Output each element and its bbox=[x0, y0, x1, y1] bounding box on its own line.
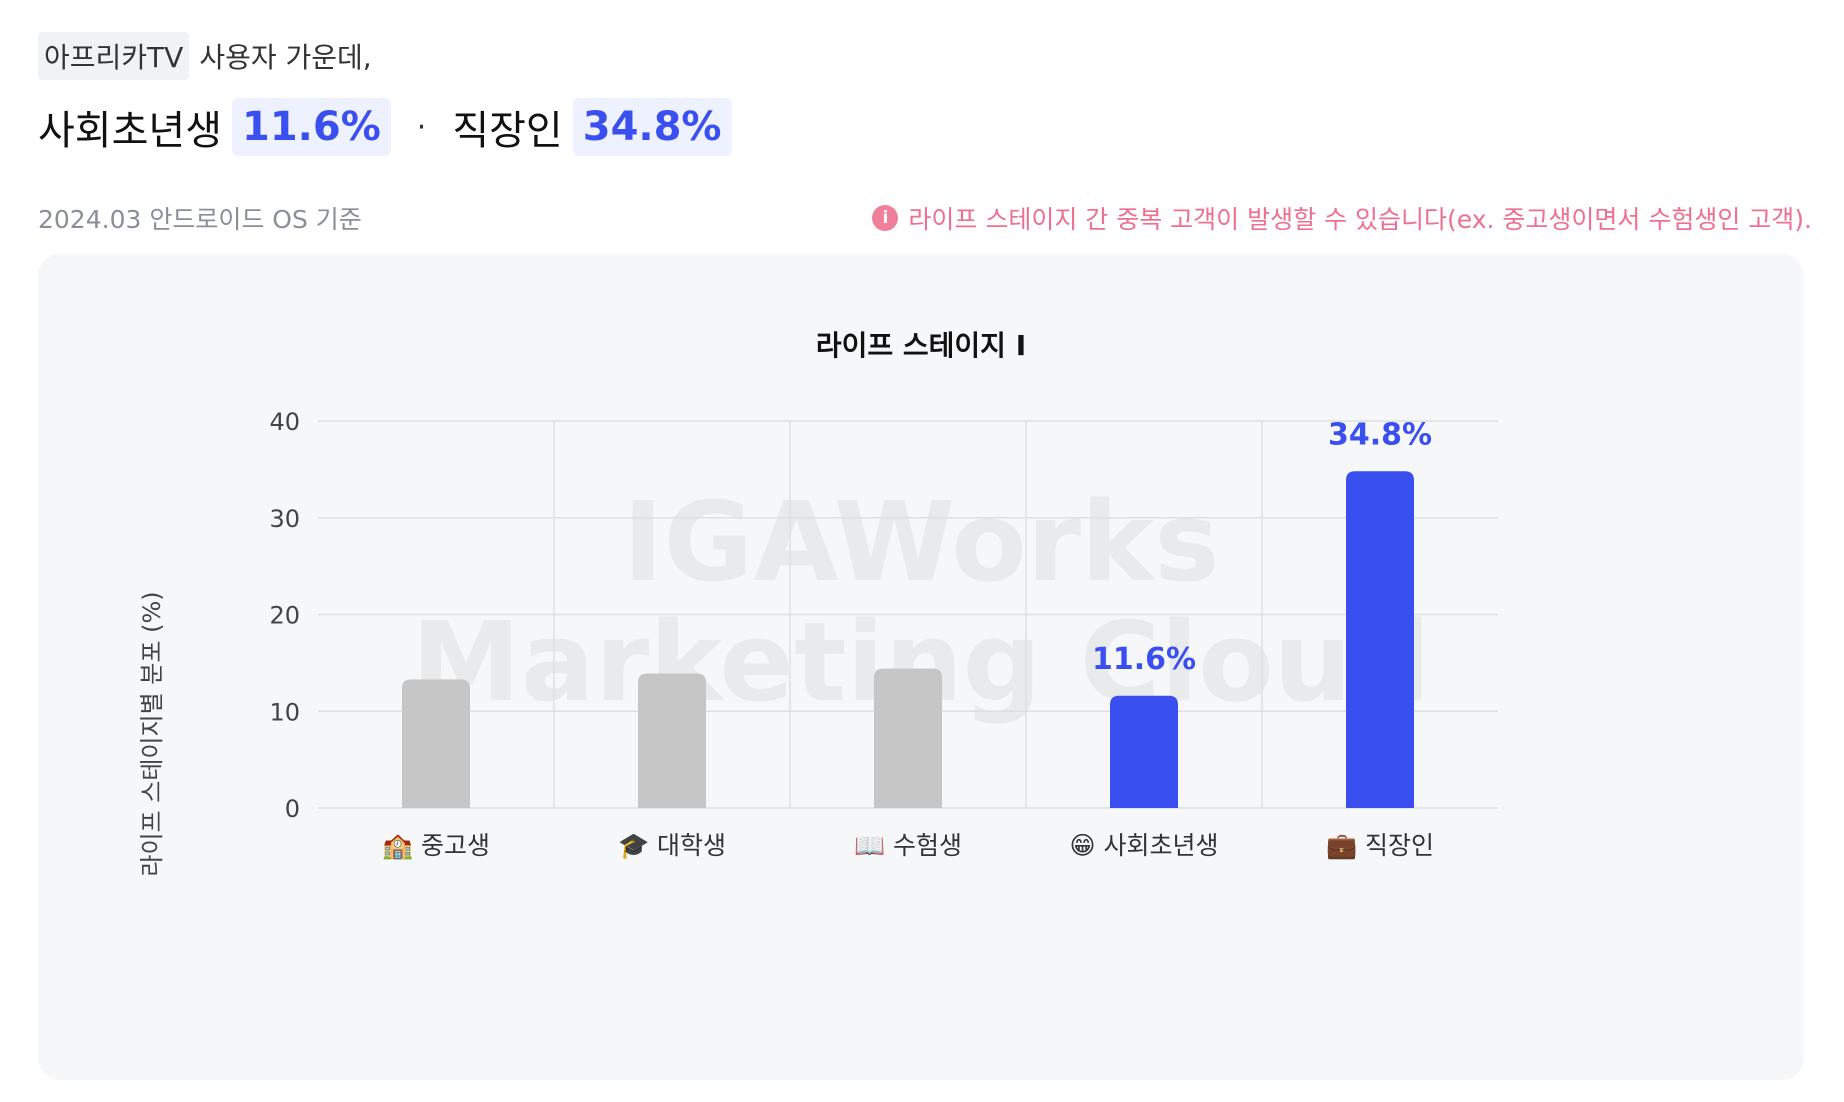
x-tick-label: 🎓 대학생 bbox=[618, 831, 726, 860]
headline-item2-value: 34.8% bbox=[572, 98, 732, 156]
bar bbox=[874, 668, 942, 808]
data-label: 11.6% bbox=[1092, 642, 1196, 677]
info-icon: i bbox=[872, 205, 899, 231]
headline-item2-label: 직장인 bbox=[452, 108, 563, 154]
data-basis: 2024.03 안드로이드 OS 기준 bbox=[38, 205, 362, 234]
bar bbox=[1346, 471, 1414, 808]
labels: 0 10 20 30 40 🏫 중고생 🎓 대학생 📖 수험생 😁 사회초년생 11.6% 💼 직장… bbox=[269, 408, 1434, 860]
x-tick-label: 💼 직장인 bbox=[1326, 831, 1434, 860]
bar-chart: IGAWorks Marketing Cloud 라이프 스테이지 I 라이프 … bbox=[138, 329, 1498, 877]
watermark-line1: IGAWorks bbox=[622, 478, 1219, 606]
bar bbox=[638, 673, 706, 808]
y-tick-label: 20 bbox=[269, 602, 300, 630]
y-axis-label: 라이프 스테이지별 분포 (%) bbox=[138, 591, 166, 876]
overlap-notice: i 라이프 스테이지 간 중복 고객이 발생할 수 있습니다(ex. 중고생이면… bbox=[872, 200, 1812, 236]
chart-card: IGAWorks Marketing Cloud 라이프 스테이지 I 라이프 … bbox=[38, 254, 1804, 1080]
x-tick-label: 🏫 중고생 bbox=[382, 831, 490, 860]
overlap-notice-text: 라이프 스테이지 간 중복 고객이 발생할 수 있습니다(ex. 중고생이면서 … bbox=[908, 205, 1812, 234]
app-name-chip: 아프리카TV bbox=[38, 32, 190, 80]
intro-text: 사용자 가운데, bbox=[199, 41, 372, 74]
bar bbox=[1110, 695, 1178, 808]
bar bbox=[402, 679, 470, 808]
y-tick-label: 40 bbox=[269, 408, 300, 436]
intro-line: 아프리카TV 사용자 가운데, bbox=[38, 32, 372, 80]
y-tick-label: 0 bbox=[285, 795, 300, 823]
y-tick-label: 30 bbox=[269, 505, 300, 533]
headline: 사회초년생 11.6% · 직장인 34.8% bbox=[38, 98, 732, 156]
meta-row: 2024.03 안드로이드 OS 기준 i 라이프 스테이지 간 중복 고객이 … bbox=[38, 200, 1812, 236]
y-tick-label: 10 bbox=[269, 698, 300, 726]
headline-item1-value: 11.6% bbox=[232, 98, 391, 156]
headline-separator: · bbox=[416, 109, 427, 145]
data-label: 34.8% bbox=[1328, 417, 1432, 452]
bars bbox=[402, 471, 1414, 808]
x-tick-label: 📖 수험생 bbox=[854, 831, 962, 860]
headline-item1-label: 사회초년생 bbox=[38, 108, 222, 154]
chart-title: 라이프 스테이지 I bbox=[816, 329, 1026, 362]
x-tick-label: 😁 사회초년생 bbox=[1069, 831, 1218, 860]
